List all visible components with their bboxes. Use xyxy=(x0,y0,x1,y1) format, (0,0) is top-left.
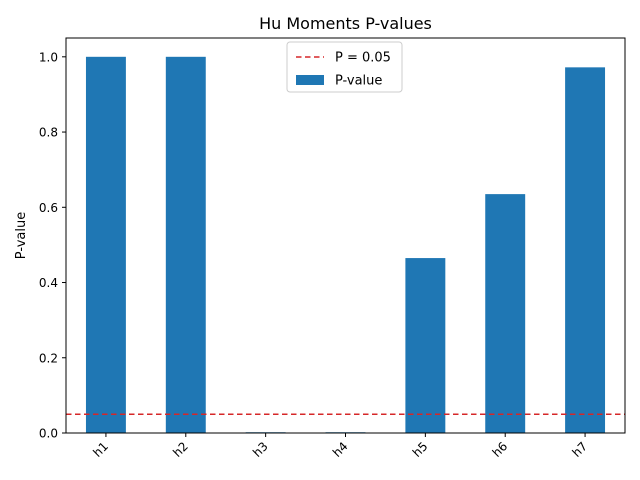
legend-label-p-value: P-value xyxy=(335,74,382,89)
y-tick-label: 0.2 xyxy=(39,351,58,365)
x-tick-label-h2: h2 xyxy=(170,439,191,460)
bar-h5 xyxy=(405,258,446,433)
legend-swatch-p-value xyxy=(296,75,324,85)
bar-h6 xyxy=(485,194,526,433)
y-tick-label: 0.6 xyxy=(39,201,58,215)
chart-title: Hu Moments P-values xyxy=(259,14,432,33)
x-tick-label-h6: h6 xyxy=(490,439,511,460)
legend: P = 0.05 P-value xyxy=(286,41,403,93)
x-tick-label-h1: h1 xyxy=(90,439,111,460)
y-tick-label: 1.0 xyxy=(39,50,58,64)
bar-h2 xyxy=(165,56,206,434)
plot-frame xyxy=(65,37,626,434)
y-tick-label: 0.0 xyxy=(39,427,58,441)
y-tick-label: 0.8 xyxy=(39,126,58,140)
x-tick-label-h4: h4 xyxy=(330,439,351,460)
y-axis: 0.0 0.2 0.4 0.6 0.8 1.0 xyxy=(39,50,66,441)
x-tick-label-h7: h7 xyxy=(570,439,591,460)
y-axis-label: P-value xyxy=(14,212,29,259)
x-tick-label-h3: h3 xyxy=(250,439,271,460)
x-axis: h1 h2 h3 h4 h5 h6 h7 xyxy=(90,433,590,460)
x-tick-label-h5: h5 xyxy=(410,439,431,460)
legend-label-reference-line: P = 0.05 xyxy=(335,51,391,66)
bar-h1 xyxy=(85,56,126,434)
bars-group xyxy=(85,56,606,434)
bar-h7 xyxy=(565,67,606,433)
y-tick-label: 0.4 xyxy=(39,276,58,290)
